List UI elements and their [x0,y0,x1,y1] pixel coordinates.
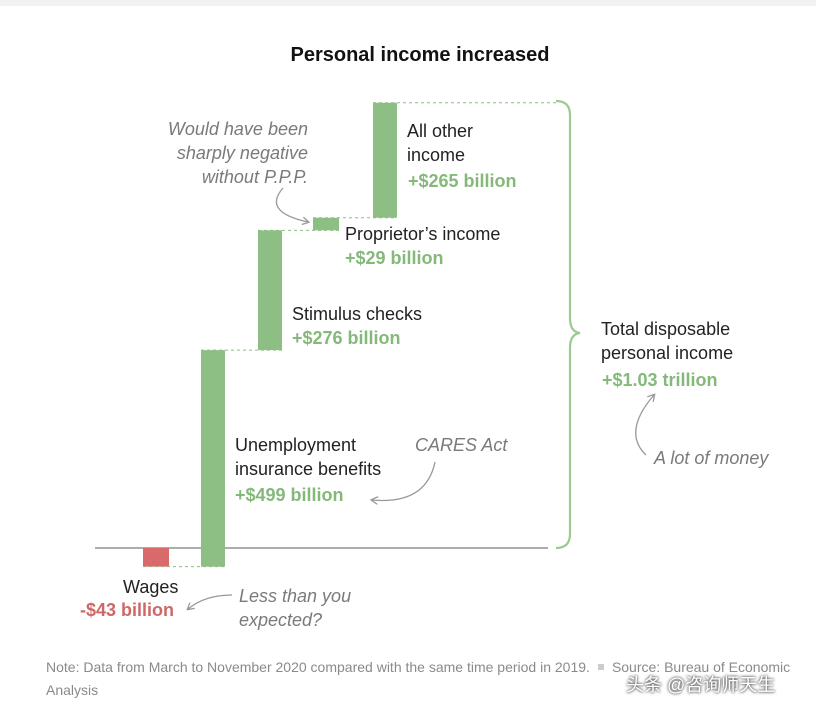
unemployment-value: +$499 billion [235,485,344,505]
source-text: Source: Bureau of Economic Analysis [46,659,791,698]
money-annotation: A lot of money [654,448,769,468]
stimulus-label: Stimulus checks [292,304,423,324]
total-bracket [555,99,581,550]
bar-other [373,102,397,218]
total-label: Total disposable personal income [601,319,734,363]
bar-unemployment [201,350,225,567]
other-label: All other income [407,121,474,165]
ppp-arrow [275,187,308,222]
proprietor-value: +$29 billion [345,248,444,268]
total-value: +$1.03 trillion [602,370,718,390]
watermark: 头条 @咨询师天生 [626,675,776,695]
bar-stimulus [258,230,282,351]
cares-annotation: CARES Act [415,435,508,455]
chart-title: Personal income increased [290,44,550,66]
top-bar [0,0,816,6]
ppp-annotation: Would have been sharply negative without… [167,119,308,187]
chart-note: Note: Data from March to November 2020 c… [46,656,806,702]
note-text: Note: Data from March to November 2020 c… [46,659,590,675]
other-value: +$265 billion [408,171,517,191]
separator-dot [597,664,604,670]
less-annotation: Less than you expected? [239,586,352,630]
proprietor-label: Proprietor’s income [345,224,501,244]
unemployment-label: Unemployment insurance benefits [235,435,382,479]
bar-wages [143,548,169,567]
money-arrow [635,395,654,456]
wages-value: -$43 billion [80,600,175,620]
bar-proprietor [313,217,339,231]
wages-label: Wages [123,577,179,597]
stimulus-value: +$276 billion [292,328,401,348]
less-arrow [188,594,233,609]
cares-arrow [372,461,436,501]
